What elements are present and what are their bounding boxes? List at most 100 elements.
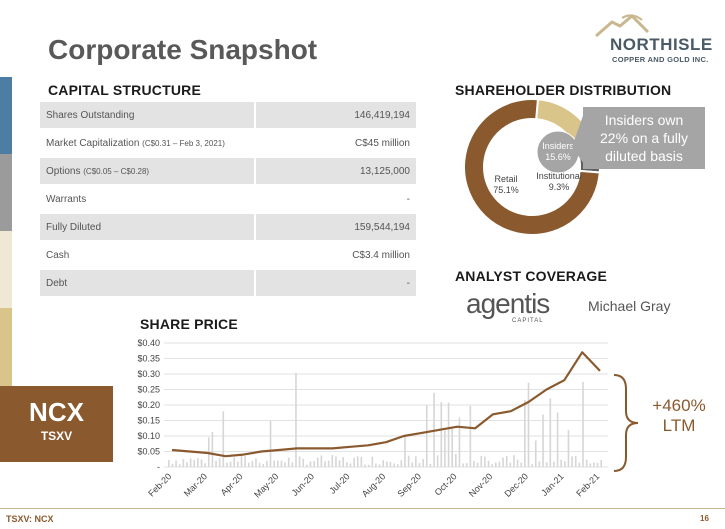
volume-bar <box>473 461 475 467</box>
table-row: Market Capitalization (C$0.31 – Feb 3, 2… <box>40 130 416 158</box>
row-value: 13,125,000 <box>254 158 416 186</box>
capital-structure-heading: CAPITAL STRUCTURE <box>48 82 201 98</box>
volume-bar <box>389 462 392 467</box>
volume-bar <box>553 461 555 467</box>
volume-bar <box>171 463 174 467</box>
volume-bar <box>327 460 330 467</box>
row-value: - <box>254 270 416 298</box>
volume-bar <box>451 426 453 467</box>
volume-bar <box>520 462 523 467</box>
pie-slice-retail <box>463 98 601 236</box>
volume-bar <box>436 455 439 467</box>
volume-bar <box>295 372 297 467</box>
volume-bar <box>447 402 450 467</box>
volume-bar <box>186 462 188 467</box>
volume-bar <box>324 461 326 467</box>
volume-bar <box>204 463 206 467</box>
insiders-callout-text: Insiders own 22% on a fully diluted basi… <box>600 112 688 164</box>
footer-ticker: TSXV: NCX <box>6 514 54 524</box>
volume-bar <box>534 440 537 467</box>
volume-bar <box>593 462 595 467</box>
volume-bar <box>309 461 312 467</box>
x-tick-label: Mar-20 <box>182 471 209 498</box>
volume-bar <box>182 459 185 467</box>
volume-bar <box>542 414 544 467</box>
volume-bar <box>266 460 268 467</box>
volume-bar <box>422 458 424 467</box>
volume-bar <box>415 456 417 467</box>
volume-bar <box>197 458 199 467</box>
volume-bar <box>331 455 334 467</box>
table-row: Cash C$3.4 million <box>40 242 416 270</box>
row-value: - <box>254 186 416 214</box>
row-label: Cash <box>46 249 70 261</box>
volume-bar <box>346 462 348 467</box>
volume-bar <box>360 456 363 467</box>
ticker-badge: NCX TSXV <box>0 386 113 462</box>
volume-bar <box>338 460 341 467</box>
volume-bar <box>222 411 225 467</box>
y-tick-label: $0.25 <box>137 385 160 395</box>
insiders-callout: Insiders own 22% on a fully diluted basi… <box>583 107 705 169</box>
volume-bar <box>218 458 221 467</box>
page-title: Corporate Snapshot <box>48 34 318 65</box>
volume-bar <box>367 464 370 467</box>
row-label: Fully Diluted <box>46 221 102 233</box>
volume-bar <box>495 462 497 467</box>
volume-bar <box>502 457 504 467</box>
volume-bar <box>386 461 388 467</box>
accent-bar-blue <box>0 77 12 154</box>
volume-bar <box>404 436 406 467</box>
volume-bar <box>287 457 290 467</box>
volume-bar <box>476 462 479 467</box>
x-tick-label: Jul-20 <box>327 471 351 495</box>
volume-bar <box>458 417 461 467</box>
y-tick-label: $0.35 <box>137 354 160 364</box>
volume-bar <box>273 460 275 467</box>
volume-bar <box>484 456 486 467</box>
volume-bar <box>480 455 483 467</box>
volume-bar <box>505 455 508 467</box>
volume-bar <box>178 464 181 467</box>
volume-bar <box>418 463 421 467</box>
northisle-logo-icon <box>595 13 650 38</box>
volume-bar <box>531 464 533 467</box>
volume-bar <box>556 412 559 467</box>
row-note: (C$0.31 – Feb 3, 2021) <box>142 138 225 148</box>
row-value: 146,419,194 <box>254 102 416 130</box>
pie-label-value: 15.6% <box>545 152 571 162</box>
volume-bar <box>233 457 235 467</box>
volume-bar <box>262 464 265 467</box>
volume-bar <box>349 463 352 467</box>
volume-bar <box>400 460 403 467</box>
volume-bar <box>444 430 446 467</box>
volume-bar <box>226 462 228 467</box>
volume-bar <box>582 381 584 467</box>
volume-bar <box>549 398 552 467</box>
pie-label-value: 9.3% <box>549 182 570 192</box>
volume-bar <box>498 461 501 467</box>
volume-bar <box>258 462 261 467</box>
volume-bar <box>382 460 384 467</box>
analyst-name: Michael Gray <box>588 298 671 314</box>
volume-bar <box>277 460 279 467</box>
accent-bar-cream <box>0 231 12 308</box>
row-note: (C$0.05 – C$0.28) <box>83 166 150 176</box>
volume-bar <box>600 460 602 467</box>
volume-bar <box>513 455 515 467</box>
volume-bar <box>509 462 512 467</box>
volume-bar <box>320 455 323 467</box>
volume-bar <box>302 458 305 467</box>
volume-bar <box>524 400 526 467</box>
volume-bar <box>440 402 443 467</box>
volume-bar <box>316 457 319 467</box>
volume-bar <box>574 456 577 467</box>
pie-label-name: Institutional <box>536 171 582 181</box>
row-label-cell: Cash <box>40 242 254 270</box>
volume-bar <box>211 431 214 467</box>
brace-icon <box>613 374 639 472</box>
volume-bar <box>462 463 464 467</box>
y-tick-label: $0.40 <box>137 338 160 348</box>
volume-bar <box>596 462 599 467</box>
volume-bar <box>425 404 428 467</box>
